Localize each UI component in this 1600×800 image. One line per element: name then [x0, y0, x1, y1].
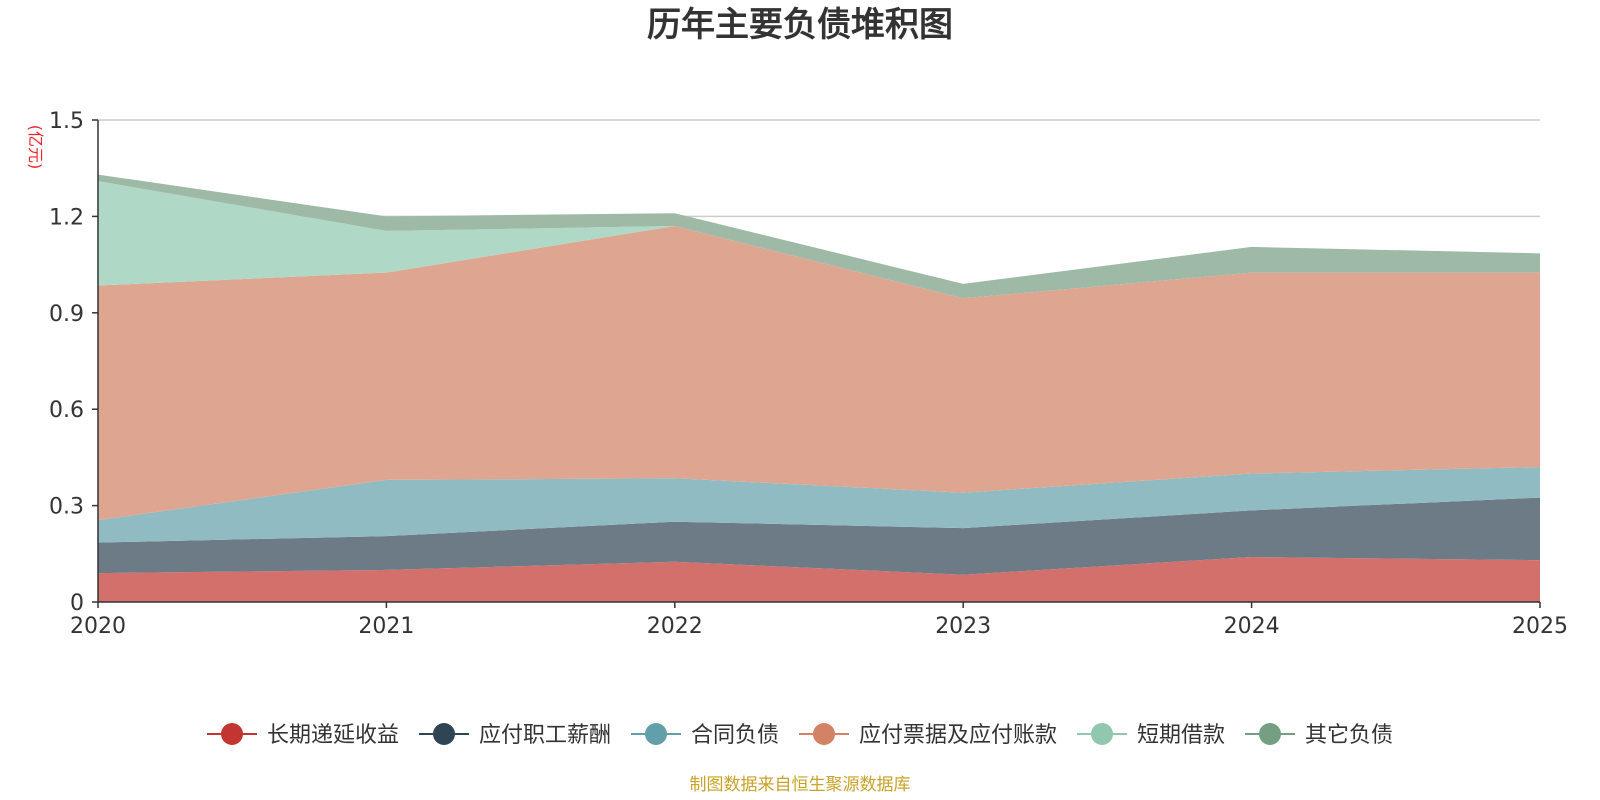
legend-item-1[interactable]: 应付职工薪酬: [419, 723, 611, 748]
x-tick-label: 2023: [935, 614, 991, 639]
chart-title: 历年主要负债堆积图: [647, 5, 953, 45]
legend-circle-marker: [645, 723, 667, 745]
legend-label: 其它负债: [1305, 723, 1393, 748]
area-series-5: [98, 174, 1540, 299]
y-tick-label: 0.3: [49, 495, 84, 520]
legend-circle-marker: [1259, 723, 1281, 745]
y-tick-label: 1.5: [49, 109, 84, 134]
legend-item-4[interactable]: 短期借款: [1077, 723, 1225, 748]
area-series-3: [98, 226, 1540, 521]
area-series-0: [98, 557, 1540, 602]
y-tick-label: 0.9: [49, 302, 84, 327]
axes: 0 0.3 0.6 0.9 1.2 1.5 2020 2021 2022 2023 2024 2025: [49, 109, 1568, 639]
area-series-2: [98, 467, 1540, 543]
legend-label: 短期借款: [1137, 723, 1225, 748]
area-series-4: [98, 181, 1540, 299]
legend-item-5[interactable]: 其它负债: [1245, 723, 1393, 748]
legend-label: 应付职工薪酬: [479, 723, 611, 748]
legend-label: 长期递延收益: [267, 723, 399, 748]
x-tick-label: 2020: [70, 614, 126, 639]
legend-circle-marker: [221, 723, 243, 745]
legend-circle-marker: [433, 723, 455, 745]
y-tick-label: 0: [70, 591, 84, 616]
x-tick-label: 2025: [1512, 614, 1568, 639]
y-axis-unit-label: (亿元): [26, 125, 45, 170]
x-tick-label: 2022: [647, 614, 703, 639]
legend-circle-marker: [813, 723, 835, 745]
data-source-note: 制图数据来自恒生聚源数据库: [690, 775, 911, 795]
legend-item-3[interactable]: 应付票据及应付账款: [799, 723, 1057, 748]
x-tick-label: 2021: [358, 614, 414, 639]
legend-item-2[interactable]: 合同负债: [631, 723, 779, 748]
y-tick-label: 0.6: [49, 398, 84, 423]
legend-item-0[interactable]: 长期递延收益: [207, 723, 399, 748]
area-series-1: [98, 497, 1540, 575]
legend-label: 应付票据及应付账款: [859, 723, 1057, 748]
legend-label: 合同负债: [691, 723, 779, 748]
stacked-areas: [98, 174, 1540, 602]
y-tick-label: 1.2: [49, 205, 84, 230]
x-tick-label: 2024: [1224, 614, 1280, 639]
legend: 长期递延收益 应付职工薪酬 合同负债 应付票据及应付账款 短期借款 其它负债: [207, 723, 1393, 748]
legend-circle-marker: [1091, 723, 1113, 745]
